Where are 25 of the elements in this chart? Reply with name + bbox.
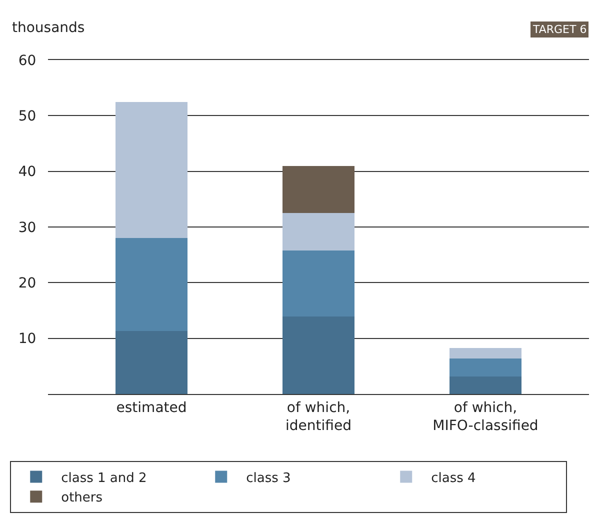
legend-label: class 3 <box>246 470 291 486</box>
legend-label: class 1 and 2 <box>61 470 147 486</box>
legend-label: class 4 <box>431 470 476 486</box>
bar <box>282 250 354 317</box>
y-tick-label: 60 <box>18 52 36 69</box>
y-tick-label: 50 <box>18 108 36 125</box>
bar <box>282 166 354 214</box>
text: TARGET 6 <box>532 23 587 36</box>
y-axis-title: thousands <box>12 20 85 36</box>
bar <box>116 238 188 332</box>
legend-label: others <box>61 490 103 506</box>
bar <box>450 348 522 358</box>
y-tick-label: 20 <box>18 276 36 292</box>
bar <box>116 102 188 238</box>
bar <box>450 358 522 377</box>
bar <box>282 213 354 250</box>
y-tick-label: 30 <box>18 220 36 236</box>
x-tick-label: of which, MIFO-classified <box>432 400 538 434</box>
bar <box>282 316 354 394</box>
bar <box>450 376 522 394</box>
bar <box>116 331 188 394</box>
y-tick-label: 10 <box>18 331 36 348</box>
x-tick-label: estimated <box>116 400 187 416</box>
x-tick-label: of which, identified <box>286 400 352 434</box>
y-tick-label: 40 <box>18 164 36 180</box>
